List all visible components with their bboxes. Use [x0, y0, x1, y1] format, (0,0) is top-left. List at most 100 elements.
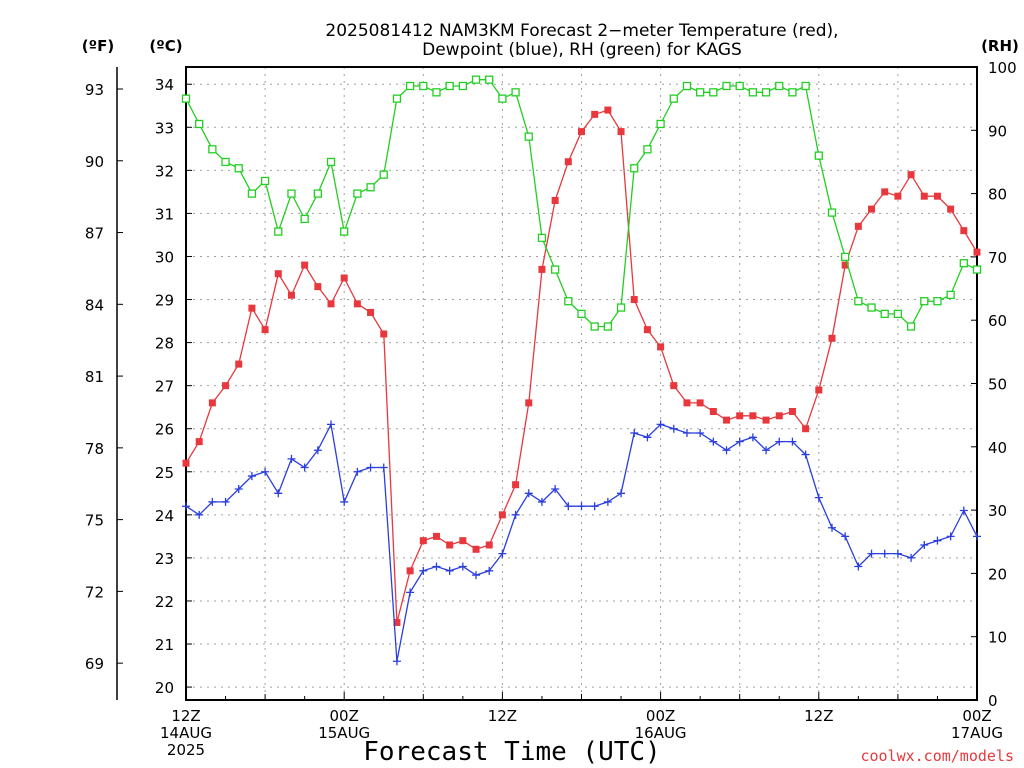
dewpoint-point [973, 532, 981, 541]
time-tick-label: 00Z [330, 707, 359, 725]
temperature-point [419, 537, 427, 545]
dewpoint-point [854, 562, 863, 571]
rh-point [761, 88, 771, 97]
rh-point [959, 259, 968, 268]
celsius-tick-label: 24 [155, 507, 174, 525]
rh-point [906, 322, 916, 331]
rh-point [274, 227, 283, 236]
dewpoint-point [643, 433, 652, 442]
fahrenheit-tick-label: 72 [85, 583, 104, 601]
dewpoint-point [445, 566, 454, 575]
dewpoint-point [893, 549, 902, 558]
temperature-point [208, 399, 216, 407]
dewpoint-point [748, 433, 757, 442]
celsius-tick-label: 32 [155, 162, 174, 180]
dewpoint-point [603, 497, 612, 506]
dewpoint-point [498, 549, 507, 558]
rh-point [669, 94, 678, 103]
dewpoint-point [617, 489, 626, 498]
temperature-point [301, 261, 309, 269]
rh-point [616, 303, 626, 312]
temperature-point [749, 412, 757, 420]
temperature-point [551, 196, 559, 204]
dewpoint-point [564, 502, 573, 511]
rh-point [366, 183, 375, 192]
dewpoint-point [274, 489, 283, 498]
rh-point [643, 145, 652, 154]
celsius-tick-label: 29 [155, 292, 174, 310]
temperature-point [762, 416, 770, 424]
rh-point [221, 157, 230, 167]
dewpoint-point [353, 467, 362, 476]
rh-point [260, 176, 270, 186]
dewpoint-point [221, 497, 230, 506]
time-tick-label: 12Z [804, 707, 833, 725]
rh-point [485, 75, 494, 84]
dewpoint-point [788, 437, 797, 446]
temperature-point [367, 308, 375, 316]
celsius-unit-label: (ºC) [149, 37, 182, 55]
rh-point [208, 145, 217, 154]
rh-point [195, 119, 204, 129]
fahrenheit-tick-label: 93 [85, 81, 104, 99]
rh-point [696, 88, 705, 97]
temperature-point [630, 296, 638, 304]
dewpoint-point [959, 506, 968, 515]
temperature-point [261, 326, 269, 334]
rh-point [287, 189, 296, 198]
time-tick-label: 16AUG [635, 724, 687, 742]
temperature-point [274, 270, 282, 278]
temperature-point [604, 106, 612, 114]
dewpoint-point [577, 502, 586, 511]
dewpoint-point [656, 420, 665, 429]
rh-point [550, 265, 560, 274]
temperature-point [538, 265, 546, 273]
series [181, 75, 982, 666]
fahrenheit-tick-label: 78 [85, 440, 104, 458]
time-tick-label: 15AUG [318, 724, 370, 742]
celsius-tick-label: 30 [155, 248, 174, 266]
temperature-point [643, 326, 651, 334]
fahrenheit-tick-label: 90 [85, 153, 104, 171]
rh-tick-label: 0 [988, 692, 998, 710]
rh-point [880, 309, 889, 319]
time-tick-label: 2025 [167, 741, 205, 759]
fahrenheit-tick-label: 69 [85, 655, 104, 673]
celsius-tick-label: 23 [155, 550, 174, 568]
rh-point [946, 290, 955, 300]
rh-point [524, 132, 533, 141]
dewpoint-point [880, 549, 889, 558]
dewpoint-point [432, 562, 441, 571]
temperature-point [802, 425, 810, 433]
chart-title-line-2: Dewpoint (blue), RH (green) for KAGS [422, 40, 742, 60]
rh-point [814, 151, 823, 160]
rh-point [405, 81, 415, 91]
rh-point [498, 94, 507, 103]
temperature-point [380, 330, 388, 338]
temperature-point [406, 567, 414, 575]
rh-point [722, 81, 731, 91]
rh-point [445, 81, 454, 91]
temperature-point [485, 541, 493, 549]
rh-point [630, 164, 639, 173]
temperature-point [340, 274, 348, 282]
dewpoint-point [313, 446, 322, 455]
temperature-point [353, 300, 361, 308]
dewpoint-point [472, 571, 481, 580]
temperature-point [973, 248, 981, 256]
temperature-point [881, 188, 889, 196]
dewpoint-point [696, 429, 705, 438]
dewpoint-point [366, 463, 375, 472]
temperature-point [907, 171, 915, 179]
dewpoint-point [340, 497, 349, 506]
temperature-point [222, 382, 230, 390]
dewpoint-point [208, 497, 217, 506]
temperature-point [933, 192, 941, 200]
rh-point [933, 297, 942, 306]
dewpoint-point [933, 536, 942, 545]
rh-point [379, 170, 388, 179]
rh-point [471, 75, 481, 84]
rh-point [735, 81, 744, 91]
rh-point [392, 94, 402, 103]
